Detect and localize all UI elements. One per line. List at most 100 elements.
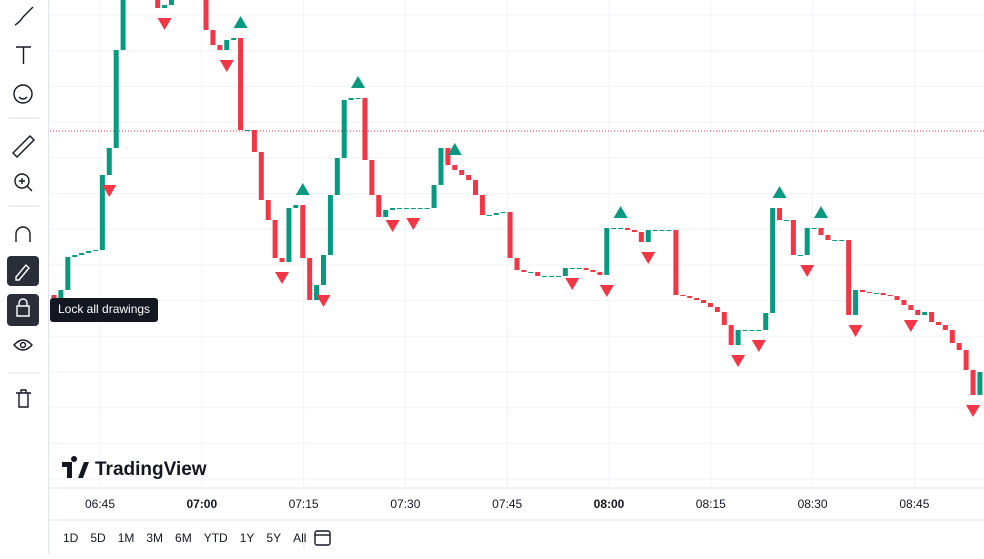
candle xyxy=(797,255,803,256)
sell-signal xyxy=(157,18,172,30)
candle xyxy=(659,230,665,231)
buy-signal xyxy=(447,143,462,155)
candle xyxy=(666,230,672,231)
candle xyxy=(231,38,237,40)
candle xyxy=(929,312,935,322)
sell-signal xyxy=(316,295,331,307)
candle xyxy=(155,0,161,8)
delete-tool[interactable] xyxy=(16,389,31,408)
range-button[interactable]: 5Y xyxy=(266,531,281,545)
zoom-tool[interactable] xyxy=(14,173,33,192)
tooltip-text: Lock all drawings xyxy=(58,302,150,316)
candle xyxy=(314,285,320,300)
candle xyxy=(687,296,693,298)
candle xyxy=(701,300,707,303)
candle xyxy=(390,208,396,210)
candle xyxy=(203,0,209,30)
candle xyxy=(721,312,727,325)
candle xyxy=(224,40,230,50)
candle xyxy=(611,228,617,229)
candle xyxy=(486,215,492,216)
sell-signal xyxy=(275,272,290,284)
time-label: 08:15 xyxy=(696,497,726,511)
range-button[interactable]: YTD xyxy=(204,531,228,545)
candle xyxy=(72,255,78,257)
ruler-tool[interactable] xyxy=(12,135,35,158)
candle xyxy=(749,330,755,331)
candle xyxy=(417,208,423,209)
range-button[interactable]: 1Y xyxy=(240,531,255,545)
range-button[interactable]: 5D xyxy=(90,531,106,545)
text-tool[interactable] xyxy=(16,46,31,64)
candle xyxy=(320,255,326,285)
date-range-button[interactable] xyxy=(314,530,331,546)
candle xyxy=(825,235,831,240)
candle xyxy=(58,290,64,300)
candle xyxy=(397,208,402,209)
candle xyxy=(244,130,250,131)
candle xyxy=(949,330,955,343)
candle xyxy=(535,272,541,276)
visibility-tool[interactable] xyxy=(13,339,33,351)
candle xyxy=(334,158,340,195)
range-button[interactable]: 1M xyxy=(118,531,135,545)
candle xyxy=(120,0,126,50)
candle xyxy=(873,293,879,294)
candle xyxy=(735,330,741,345)
candle xyxy=(569,268,575,269)
candle xyxy=(445,148,451,165)
candle xyxy=(258,152,264,200)
magnet-tool[interactable] xyxy=(15,226,31,242)
sell-signal xyxy=(219,60,234,72)
buy-signal xyxy=(233,16,248,28)
brush-tool[interactable] xyxy=(14,6,34,26)
candle xyxy=(251,130,257,152)
emoji-tool[interactable] xyxy=(13,84,33,104)
candle xyxy=(542,276,548,277)
candle xyxy=(279,258,285,262)
time-label: 06:45 xyxy=(85,497,115,511)
candle xyxy=(818,228,824,235)
candle xyxy=(756,330,762,331)
candle xyxy=(714,307,720,312)
candle xyxy=(473,180,479,195)
candle xyxy=(846,240,852,315)
candle xyxy=(51,295,57,300)
range-bar: 1D 5D 1M 3M 6M YTD 1Y 5Y All xyxy=(63,531,306,545)
buy-signal xyxy=(295,183,310,195)
candle xyxy=(403,208,409,209)
candle xyxy=(631,230,637,232)
candle xyxy=(341,100,347,158)
candle xyxy=(770,208,776,313)
sell-signal xyxy=(751,340,766,352)
sell-signal xyxy=(385,220,400,232)
tooltip: Lock all drawings xyxy=(50,298,158,322)
candle xyxy=(915,310,921,315)
range-button[interactable]: 6M xyxy=(175,531,192,545)
range-button[interactable]: 3M xyxy=(146,531,163,545)
candle xyxy=(383,210,389,217)
candle xyxy=(507,212,513,258)
candle xyxy=(804,228,810,255)
candle xyxy=(880,293,886,295)
candle xyxy=(576,268,582,269)
drawing-mode-button[interactable] xyxy=(7,256,39,286)
candle xyxy=(92,250,98,251)
candle xyxy=(217,45,223,50)
candles xyxy=(51,0,983,417)
sell-signal xyxy=(599,285,614,297)
time-label: 07:00 xyxy=(186,497,217,511)
candle xyxy=(935,322,941,325)
buy-signal xyxy=(814,206,829,218)
candle xyxy=(265,200,271,220)
lock-button[interactable] xyxy=(7,294,39,326)
candle xyxy=(894,296,900,300)
time-label: 08:45 xyxy=(899,497,929,511)
pencil-icon xyxy=(15,263,30,281)
candle xyxy=(500,212,506,213)
range-button[interactable]: 1D xyxy=(63,531,79,545)
candle xyxy=(286,208,292,262)
range-button[interactable]: All xyxy=(293,531,306,545)
sell-signal xyxy=(731,355,746,367)
